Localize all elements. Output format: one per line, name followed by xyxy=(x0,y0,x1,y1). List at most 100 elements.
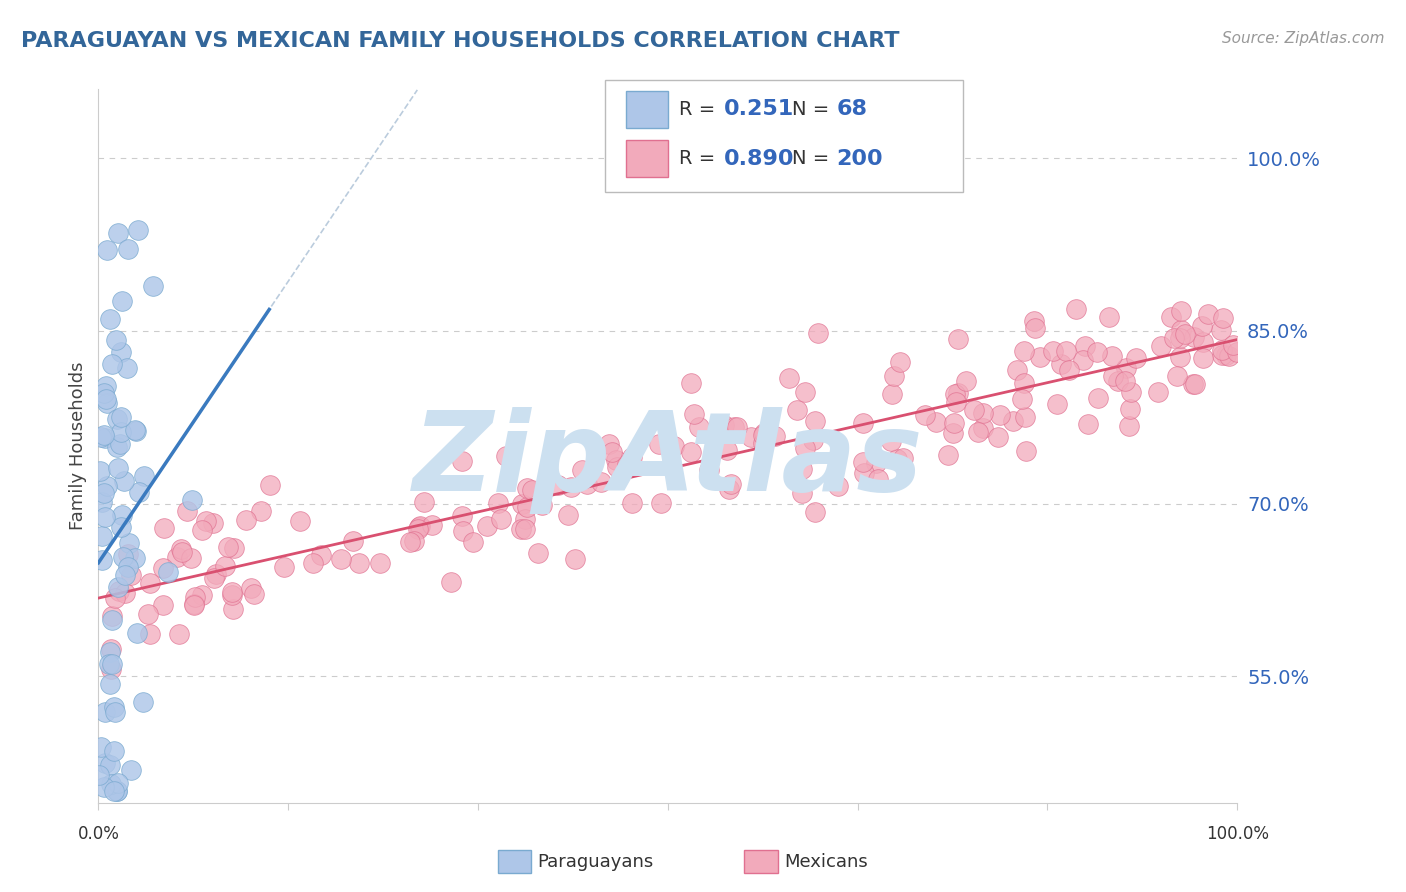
Point xyxy=(515,522,537,536)
Point xyxy=(191,523,214,537)
Point xyxy=(516,481,538,495)
Point xyxy=(723,420,745,434)
Point xyxy=(1024,321,1046,335)
Point xyxy=(1192,334,1215,349)
Text: N =: N = xyxy=(792,149,835,168)
Point xyxy=(110,519,132,533)
Point xyxy=(368,556,391,570)
Point xyxy=(191,588,214,602)
Point xyxy=(605,453,627,467)
Point xyxy=(803,414,825,428)
Point xyxy=(124,550,146,565)
Point xyxy=(153,521,176,535)
Point xyxy=(1147,385,1170,400)
Point xyxy=(1170,304,1192,318)
Point xyxy=(1226,345,1249,359)
Point xyxy=(408,520,430,534)
Point xyxy=(131,695,153,709)
Point xyxy=(221,584,243,599)
Point xyxy=(98,758,121,772)
Point xyxy=(461,535,484,549)
Point xyxy=(408,519,430,533)
Point xyxy=(868,471,890,485)
Point xyxy=(93,705,115,719)
Point xyxy=(793,442,815,456)
Point xyxy=(450,508,472,523)
Point xyxy=(600,444,623,458)
Point xyxy=(110,410,132,425)
Point xyxy=(152,598,174,612)
Point xyxy=(89,464,111,478)
Point xyxy=(752,436,775,450)
Point xyxy=(107,226,129,240)
Point xyxy=(96,479,118,493)
Point xyxy=(679,445,702,459)
Point xyxy=(172,544,194,558)
Point xyxy=(101,608,124,623)
Point xyxy=(683,407,706,421)
Point xyxy=(475,519,498,533)
Point xyxy=(105,440,128,454)
Point xyxy=(117,560,139,574)
Point xyxy=(804,505,827,519)
Point xyxy=(183,597,205,611)
Point xyxy=(1049,357,1071,371)
Point xyxy=(139,626,162,640)
Point xyxy=(1163,331,1185,345)
Point xyxy=(943,387,966,401)
Point xyxy=(90,553,112,567)
Point xyxy=(557,508,579,523)
Point xyxy=(214,558,236,573)
Point xyxy=(93,428,115,442)
Point xyxy=(914,408,936,422)
Point xyxy=(1168,331,1191,345)
Point xyxy=(616,457,638,471)
Point xyxy=(1174,327,1197,342)
Point xyxy=(451,524,474,538)
Point xyxy=(347,556,370,570)
Point xyxy=(560,480,582,494)
Point xyxy=(786,403,808,417)
Point xyxy=(120,763,142,777)
Point xyxy=(111,293,134,308)
Point xyxy=(93,780,115,795)
Point xyxy=(1212,311,1234,326)
Point xyxy=(1115,361,1137,376)
Point xyxy=(1098,310,1121,325)
Point xyxy=(1215,348,1237,362)
Point xyxy=(486,496,509,510)
Point xyxy=(564,552,586,566)
Point xyxy=(202,516,225,530)
Point xyxy=(509,521,531,535)
Text: PARAGUAYAN VS MEXICAN FAMILY HOUSEHOLDS CORRELATION CHART: PARAGUAYAN VS MEXICAN FAMILY HOUSEHOLDS … xyxy=(21,31,900,51)
Point xyxy=(1118,402,1140,417)
Point xyxy=(1085,345,1108,359)
Point xyxy=(166,549,188,564)
Point xyxy=(1191,319,1213,334)
Point xyxy=(91,528,114,542)
Point xyxy=(170,541,193,556)
Point xyxy=(311,548,333,562)
Point xyxy=(176,503,198,517)
Point xyxy=(100,662,122,676)
Point xyxy=(945,394,967,409)
Point xyxy=(1118,419,1140,434)
Point xyxy=(112,550,135,565)
Point xyxy=(98,657,121,672)
Point xyxy=(136,607,159,622)
Point xyxy=(621,450,644,465)
Point xyxy=(510,497,533,511)
Point xyxy=(1107,375,1129,389)
Point xyxy=(290,514,312,528)
Point xyxy=(100,777,122,791)
Point xyxy=(987,429,1010,443)
Point xyxy=(720,476,742,491)
Point xyxy=(104,591,127,606)
Point xyxy=(713,418,735,433)
Point xyxy=(398,534,420,549)
Point xyxy=(1119,384,1142,399)
Point xyxy=(330,551,353,566)
Point xyxy=(752,428,775,442)
Text: Paraguayans: Paraguayans xyxy=(537,853,654,871)
Point xyxy=(963,403,986,417)
